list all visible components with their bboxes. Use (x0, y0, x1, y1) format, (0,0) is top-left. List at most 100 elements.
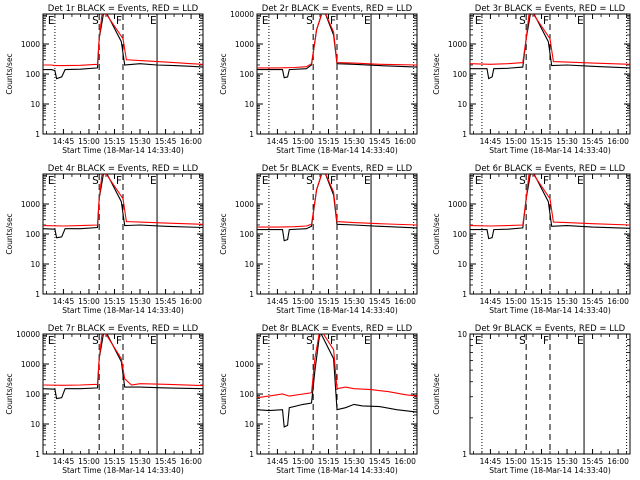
x-tick-label: 14:45 (53, 137, 75, 146)
y-tick-label: 10 (30, 260, 40, 269)
x-tick-label: 14:45 (480, 457, 502, 466)
marker-label: E (262, 175, 269, 187)
x-axis: 14:45 15:00 15:15 15:30 15:45 16:00 (473, 334, 629, 466)
y-tick-label: 1000 (235, 200, 254, 209)
marker-label: S (519, 175, 526, 187)
x-axis: 14:45 15:00 15:15 15:30 15:45 16:00 (46, 334, 202, 466)
x-axis-label: Start Time (18-Mar-14 14:33:40) (276, 146, 398, 155)
x-axis-label: Start Time (18-Mar-14 14:33:40) (62, 306, 184, 315)
series-line (470, 14, 630, 65)
y-axis: 1 10 100 1000 (235, 174, 417, 299)
x-tick-label: 15:15 (531, 457, 553, 466)
y-tick-label: 10000 (16, 330, 40, 339)
marker-label: S (306, 335, 313, 347)
panel-5: Det 5r BLACK = Events, RED = LLD 1 10 100 10… (219, 164, 418, 315)
y-axis-label: Counts/sec (5, 53, 14, 94)
marker-label: E (475, 175, 482, 187)
y-tick-label: 100 (453, 70, 468, 79)
x-axis-label: Start Time (18-Mar-14 14:33:40) (489, 146, 611, 155)
series-group (470, 14, 630, 80)
marker-label: E (364, 175, 371, 187)
x-axis-label: Start Time (18-Mar-14 14:33:40) (489, 466, 611, 475)
x-tick-label: 15:00 (292, 457, 314, 466)
y-tick-label: 10 (457, 330, 467, 339)
x-tick-label: 15:00 (505, 457, 527, 466)
series-line (257, 334, 417, 399)
x-tick-label: 16:00 (394, 457, 416, 466)
y-tick-label: 1 (462, 290, 467, 299)
panel-title: Det 2r BLACK = Events, RED = LLD (262, 4, 413, 14)
panel-title: Det 3r BLACK = Events, RED = LLD (475, 4, 626, 14)
series-line (257, 14, 417, 69)
x-tick-label: 16:00 (607, 457, 629, 466)
x-tick-label: 15:15 (318, 297, 340, 306)
x-axis: 14:45 15:00 15:15 15:30 15:45 16:00 (260, 174, 416, 306)
x-tick-label: 15:30 (343, 457, 365, 466)
x-tick-label: 14:45 (267, 457, 289, 466)
y-tick-label: 1000 (448, 200, 467, 209)
x-tick-label: 15:30 (129, 137, 151, 146)
x-tick-label: 15:15 (104, 137, 126, 146)
x-tick-label: 15:15 (531, 297, 553, 306)
y-tick-label: 10 (244, 100, 254, 109)
x-tick-label: 15:30 (556, 137, 578, 146)
y-tick-label: 1000 (448, 40, 467, 49)
x-tick-label: 15:45 (582, 457, 604, 466)
series-group (43, 174, 203, 239)
x-tick-label: 16:00 (180, 457, 202, 466)
marker-label: E (577, 175, 584, 187)
y-tick-label: 10 (457, 100, 467, 109)
y-tick-label: 100 (26, 390, 41, 399)
panel-3: Det 3r BLACK = Events, RED = LLD 1 10 100 10… (432, 4, 631, 155)
x-tick-label: 15:30 (556, 297, 578, 306)
y-tick-label: 1000 (235, 40, 254, 49)
series-line (43, 14, 203, 67)
x-axis: 14:45 15:00 15:15 15:30 15:45 16:00 (46, 14, 202, 146)
marker-label: F (116, 15, 122, 27)
panel-title: Det 7r BLACK = Events, RED = LLD (48, 324, 199, 334)
panel-8: Det 8r BLACK = Events, RED = LLD 1 10 100 10… (219, 324, 418, 475)
marker-label: E (48, 175, 55, 187)
panel-title: Det 6r BLACK = Events, RED = LLD (475, 164, 626, 174)
marker-label: E (150, 15, 157, 27)
x-tick-label: 15:45 (369, 137, 391, 146)
y-tick-label: 10 (457, 260, 467, 269)
marker-label: F (330, 175, 336, 187)
y-tick-label: 100 (240, 390, 255, 399)
marker-label: F (543, 175, 549, 187)
marker-label: S (92, 175, 99, 187)
series-line (43, 334, 203, 387)
y-axis-label: Counts/sec (219, 373, 228, 414)
x-axis-label: Start Time (18-Mar-14 14:33:40) (276, 306, 398, 315)
panel-title: Det 1r BLACK = Events, RED = LLD (48, 4, 199, 14)
x-axis: 14:45 15:00 15:15 15:30 15:45 16:00 (46, 174, 202, 306)
x-axis: 14:45 15:00 15:15 15:30 15:45 16:00 (473, 14, 629, 146)
x-axis-label: Start Time (18-Mar-14 14:33:40) (276, 466, 398, 475)
y-axis: 1 10 100 1000 (21, 174, 203, 299)
marker-label: F (543, 15, 549, 27)
y-axis-label: Counts/sec (5, 213, 14, 254)
marker-label: S (92, 15, 99, 27)
marker-label: S (306, 15, 313, 27)
panel-6: Det 6r BLACK = Events, RED = LLD 1 10 100 10… (432, 164, 631, 315)
marker-label: F (116, 175, 122, 187)
marker-label: E (475, 15, 482, 27)
x-axis: 14:45 15:00 15:15 15:30 15:45 16:00 (473, 174, 629, 306)
x-tick-label: 16:00 (180, 137, 202, 146)
series-line (43, 174, 203, 227)
panel-4: Det 4r BLACK = Events, RED = LLD 1 10 100 10… (5, 164, 204, 315)
marker-label: S (519, 15, 526, 27)
panel-9: Det 9r BLACK = Events, RED = LLD 1 10 Count… (432, 324, 631, 475)
y-axis-label: Counts/sec (219, 53, 228, 94)
y-tick-label: 1 (35, 130, 40, 139)
marker-label: F (116, 335, 122, 347)
y-axis: 1 10 100 1000 (448, 174, 630, 299)
marker-label: F (330, 335, 336, 347)
marker-label: S (306, 175, 313, 187)
y-axis-label: Counts/sec (5, 373, 14, 414)
y-tick-label: 1 (249, 130, 254, 139)
